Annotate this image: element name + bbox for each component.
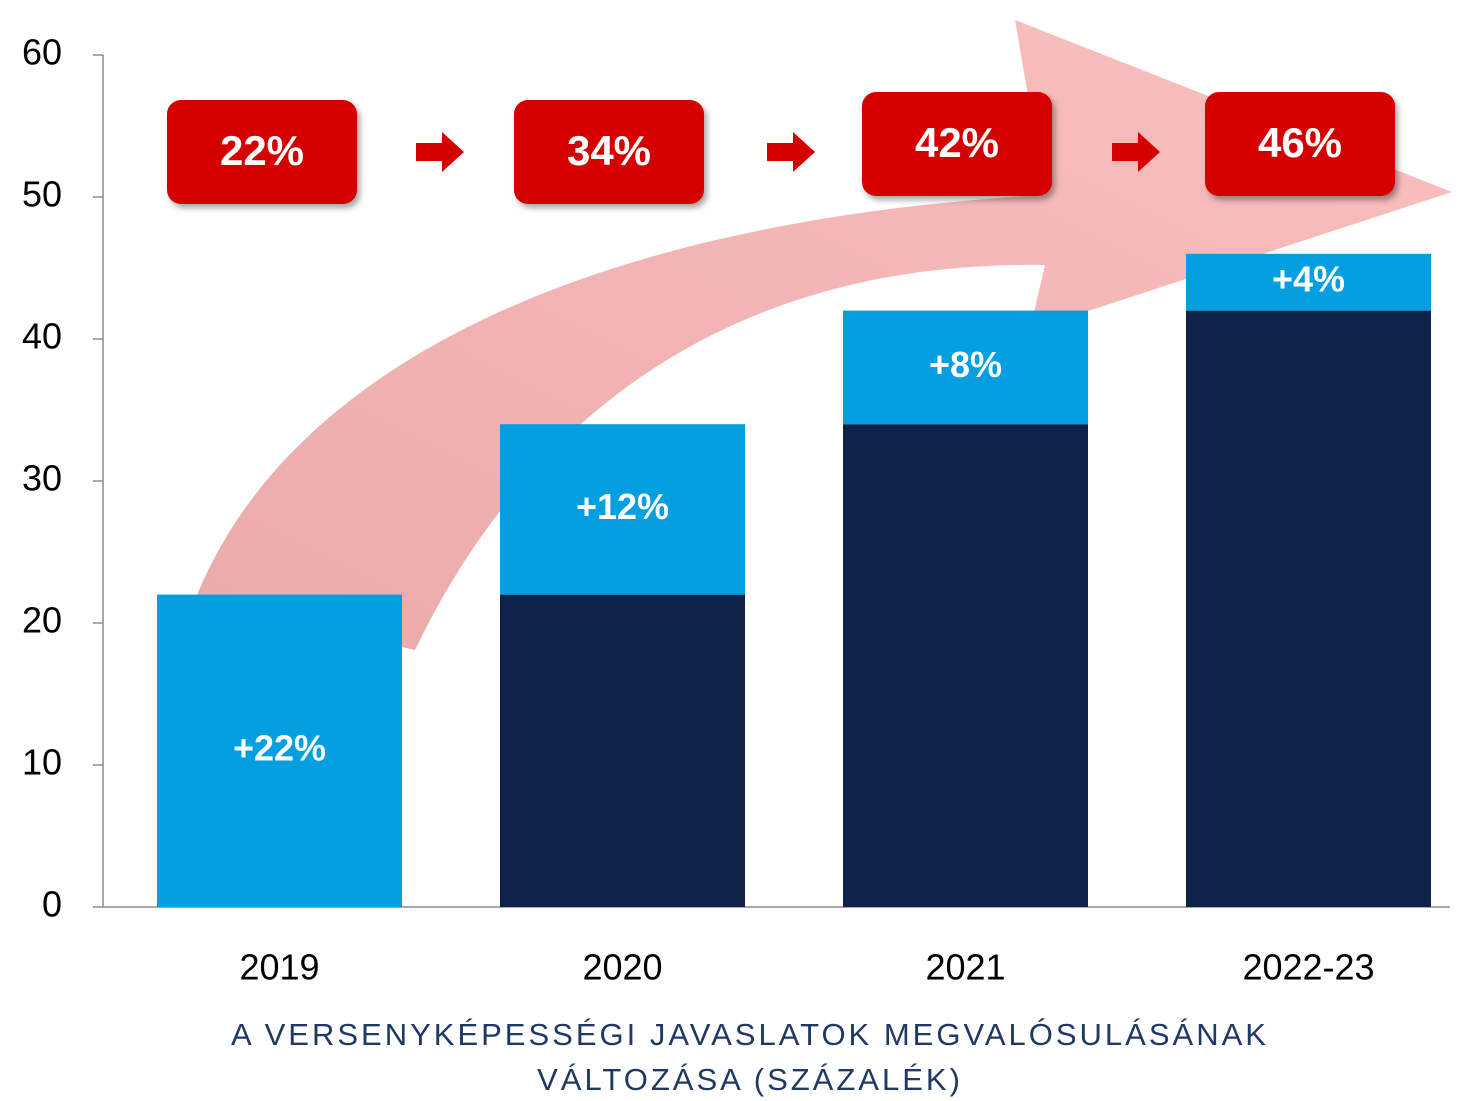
y-tick-label: 30 bbox=[22, 458, 62, 499]
x-tick-label: 2019 bbox=[239, 947, 319, 988]
bar-segment bbox=[843, 310, 1088, 425]
data-label: +12% bbox=[576, 486, 669, 527]
y-tick-label: 40 bbox=[22, 316, 62, 357]
total-label: 34% bbox=[567, 127, 651, 174]
y-tick-label: 20 bbox=[22, 600, 62, 641]
total-box bbox=[167, 100, 357, 204]
x-tick-label: 2020 bbox=[582, 947, 662, 988]
bar-segment bbox=[157, 594, 402, 907]
x-tick-label: 2021 bbox=[925, 947, 1005, 988]
total-label: 22% bbox=[220, 127, 304, 174]
bar-segment bbox=[843, 424, 1088, 907]
x-axis-label: A VERSENYKÉPESSÉGI JAVASLATOK MEGVALÓSUL… bbox=[231, 1017, 1269, 1052]
data-label: +8% bbox=[929, 344, 1002, 385]
total-box bbox=[862, 92, 1052, 196]
total-box bbox=[1205, 92, 1395, 196]
total-label: 42% bbox=[915, 119, 999, 166]
bar-segment bbox=[1186, 253, 1431, 311]
y-tick-label: 10 bbox=[22, 742, 62, 783]
y-tick-label: 0 bbox=[42, 884, 62, 925]
x-axis-label: VÁLTOZÁSA (SZÁZALÉK) bbox=[537, 1062, 963, 1097]
y-tick-label: 50 bbox=[22, 174, 62, 215]
bar-segment bbox=[1186, 310, 1431, 908]
y-tick-label: 60 bbox=[22, 32, 62, 73]
x-tick-label: 2022-23 bbox=[1242, 947, 1374, 988]
total-box bbox=[514, 100, 704, 204]
bar-segment bbox=[500, 594, 745, 907]
data-label: +4% bbox=[1272, 259, 1345, 300]
data-label: +22% bbox=[233, 727, 326, 768]
bar-segment bbox=[500, 424, 745, 595]
total-label: 46% bbox=[1258, 119, 1342, 166]
step-arrows bbox=[416, 132, 1160, 172]
